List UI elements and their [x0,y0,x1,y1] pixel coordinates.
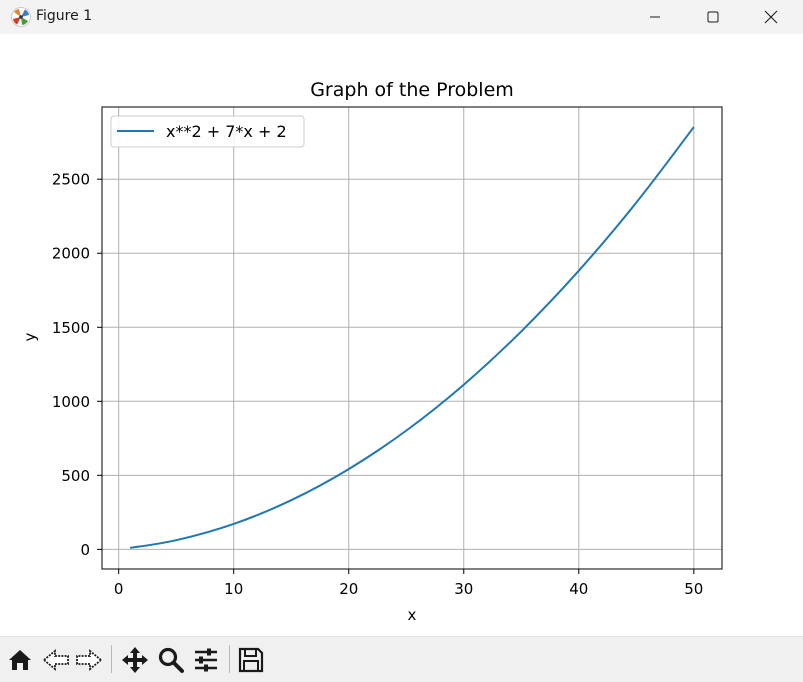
series-line [130,126,695,549]
zoom-button[interactable] [156,645,186,675]
zoom-magnifier-icon [158,647,184,673]
back-button[interactable] [41,645,71,675]
back-arrow-icon [42,649,69,671]
matplotlib-app-icon [11,7,31,27]
configure-subplots-icon [195,648,217,672]
x-tick-label: 50 [684,580,703,598]
home-button[interactable] [5,645,35,675]
y-tick-label: 2500 [52,171,90,189]
save-button[interactable] [236,645,266,675]
home-icon [9,650,31,670]
series-layer [130,126,695,549]
minimize-button[interactable] [626,0,684,34]
title-bar[interactable]: Figure 1 [0,0,803,34]
x-tick-label: 30 [454,580,473,598]
configure-subplots-button[interactable] [191,645,221,675]
x-tick-label: 40 [569,580,588,598]
y-axis-label: y [21,332,39,341]
x-axis-label: x [408,606,417,624]
x-tick-label: 0 [114,580,124,598]
legend-box [110,115,305,148]
close-icon [764,10,778,24]
save-floppy-icon [238,647,264,673]
window-title: Figure 1 [36,8,93,24]
x-tick-label: 20 [339,580,358,598]
y-tick-label: 1000 [52,393,90,411]
minimize-icon [650,16,660,18]
maximize-button[interactable] [684,0,742,34]
y-tick-label: 1500 [52,319,90,337]
close-button[interactable] [742,0,800,34]
y-tick-label: 500 [61,467,90,485]
pan-button[interactable] [120,645,150,675]
forward-button[interactable] [74,645,104,675]
forward-arrow-icon [76,649,103,671]
plot-frame [101,106,723,570]
figure-canvas[interactable]: 0 10 20 30 40 50 0 500 1000 1500 2000 2500 Graph of… [0,34,803,634]
chart-title: Graph of the Problem [310,79,514,101]
legend: x**2 + 7*x + 2 [110,115,305,148]
toolbar-separator [111,645,112,673]
y-tick-label: 0 [80,541,90,559]
maximize-icon [707,11,719,23]
pan-move-icon [122,647,148,673]
grid-lines [102,107,722,569]
x-tick-label: 10 [224,580,243,598]
navigation-toolbar [0,636,803,682]
toolbar-separator [229,645,230,673]
y-tick-label: 2000 [52,245,90,263]
legend-label: x**2 + 7*x + 2 [166,122,287,141]
